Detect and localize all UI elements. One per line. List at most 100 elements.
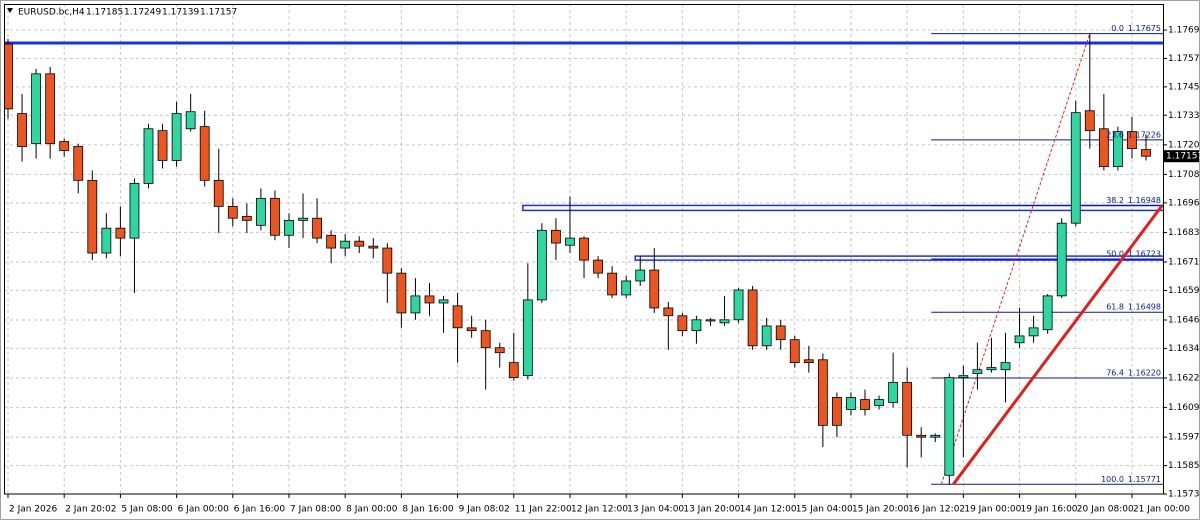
- candle-body: [621, 280, 632, 296]
- y-tick-label: 1.16095: [1168, 403, 1200, 413]
- candle-body: [1084, 110, 1095, 132]
- fib-trend: [940, 33, 1091, 485]
- x-tick-label: 19 Jan 00:00: [964, 505, 1021, 515]
- fib-level-label: 100.0: [1101, 475, 1124, 484]
- candle-body: [1042, 295, 1053, 331]
- candle-body: [860, 399, 870, 410]
- candle-body: [691, 319, 702, 332]
- candle-body: [255, 197, 266, 226]
- candle-body: [312, 217, 322, 239]
- candle-body: [789, 339, 800, 364]
- high-price: 1.17249: [124, 8, 161, 18]
- x-tick-label: 20 Jan 08:00: [1077, 505, 1134, 515]
- close-price: 1.17157: [200, 8, 237, 18]
- candle-body: [452, 305, 463, 329]
- candle-body: [1141, 149, 1151, 157]
- candle-body: [424, 295, 435, 304]
- candle-body: [944, 377, 955, 476]
- fib-level-label: 0.0: [1111, 24, 1124, 33]
- candle-body: [73, 146, 84, 181]
- y-tick-label: 1.17205: [1168, 140, 1200, 150]
- candle-body: [1113, 131, 1123, 168]
- x-tick-label: 2 Jan 20:02: [65, 505, 116, 515]
- candle-body: [635, 269, 646, 282]
- candle-body: [733, 289, 744, 321]
- x-tick-label: 5 Jan 08:00: [121, 505, 173, 515]
- candle-body: [874, 399, 884, 406]
- fib-level-label: 61.8: [1106, 303, 1124, 312]
- candle-body: [593, 259, 603, 274]
- y-tick-label: 1.16345: [1168, 344, 1200, 354]
- x-tick-label: 19 Jan 16:00: [1021, 505, 1078, 515]
- candle-body: [129, 183, 140, 239]
- y-tick-label: 1.16465: [1168, 316, 1200, 326]
- candle-body: [1028, 327, 1039, 337]
- candle-body: [17, 113, 27, 147]
- trend-line: [952, 204, 1164, 486]
- symbol: EURUSD.bc,H4: [18, 8, 85, 18]
- x-tick-label: 14 Jan 12:00: [740, 505, 797, 515]
- y-tick-label: 1.16220: [1168, 374, 1200, 384]
- candle-body: [1070, 112, 1081, 224]
- y-tick-label: 1.16710: [1168, 258, 1200, 268]
- candle-body: [227, 205, 238, 219]
- last-price-box: [1164, 150, 1199, 163]
- candle-body: [916, 434, 927, 438]
- y-tick-label: 1.16960: [1168, 198, 1200, 208]
- candle-body: [579, 237, 589, 261]
- candle-body: [1056, 222, 1067, 297]
- candle-body: [719, 319, 730, 324]
- fib-price-label: 1.16498: [1128, 303, 1161, 312]
- candle-body: [958, 375, 969, 378]
- candle-body: [817, 359, 828, 426]
- fib-level-label: 23.6: [1106, 130, 1124, 139]
- y-tick-label: 1.16835: [1168, 228, 1200, 238]
- x-tick-label: 11 Jan 22:00: [515, 505, 572, 515]
- x-tick-label: 8 Jan 00:00: [346, 505, 398, 515]
- x-tick-label: 13 Jan 04:00: [627, 505, 684, 515]
- y-tick-label: 1.15970: [1168, 433, 1200, 443]
- candle-body: [902, 382, 913, 436]
- candle-body: [59, 141, 70, 151]
- y-tick-label: 1.17570: [1168, 54, 1200, 64]
- menu-arrow[interactable]: [7, 8, 13, 13]
- y-tick-label: 1.16590: [1168, 286, 1200, 296]
- candle-body: [354, 240, 365, 247]
- candle-body: [551, 229, 561, 244]
- candle-body: [972, 369, 983, 374]
- x-tick-label: 9 Jan 08:02: [459, 505, 510, 515]
- candle-body: [663, 307, 674, 317]
- y-tick-label: 1.17450: [1168, 82, 1200, 92]
- candle-body: [199, 126, 210, 181]
- x-tick-label: 8 Jan 16:00: [402, 505, 454, 515]
- fib-level-label: 50.0: [1106, 249, 1124, 258]
- candle-body: [775, 325, 786, 341]
- candle-body: [536, 229, 547, 301]
- candle-body: [87, 179, 98, 254]
- price-rectangle: [522, 204, 1164, 212]
- candle-body: [480, 330, 491, 349]
- fib-price-label: 1.16723: [1128, 249, 1161, 258]
- x-tick-label: 16 Jan 12:02: [908, 505, 965, 515]
- fib-price-label: 1.17675: [1128, 24, 1161, 33]
- candle-body: [761, 325, 772, 347]
- candle-body: [986, 367, 997, 371]
- candle-body: [607, 272, 618, 296]
- candle-body: [888, 382, 899, 403]
- plot-area: [4, 4, 1164, 494]
- candle-body: [803, 359, 814, 364]
- candle-body: [115, 227, 126, 239]
- candle-body: [101, 227, 112, 254]
- x-tick-label: 6 Jan 16:00: [234, 505, 286, 515]
- open-price: 1.17185: [86, 8, 123, 18]
- candle-body: [494, 347, 505, 354]
- candle-body: [185, 111, 196, 130]
- y-tick-label: 1.17690: [1168, 26, 1200, 36]
- fib-level-label: 38.2: [1106, 196, 1124, 205]
- fib-price-label: 1.15771: [1128, 475, 1161, 484]
- price-rectangle: [634, 255, 1164, 261]
- x-tick-label: 6 Jan 00:00: [178, 505, 230, 515]
- x-tick-label: 2 Jan 2026: [9, 505, 57, 515]
- candle-body: [747, 289, 758, 347]
